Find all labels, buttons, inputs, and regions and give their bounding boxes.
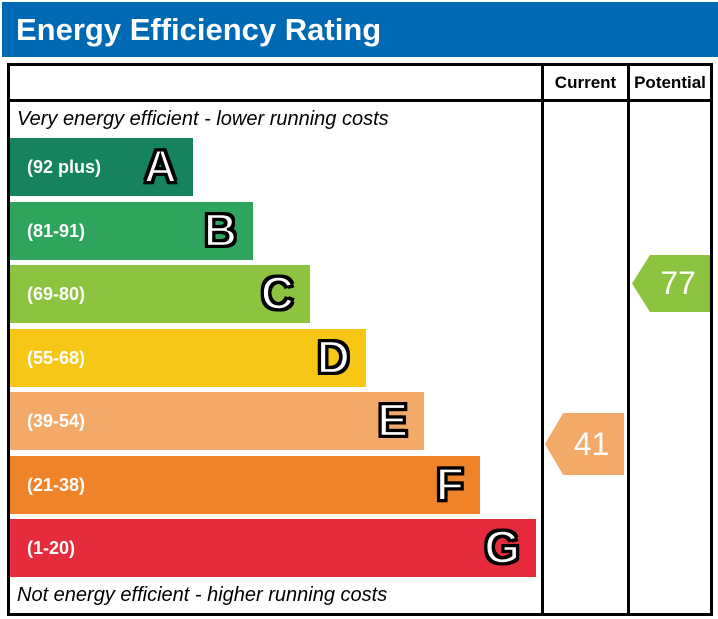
top-note: Very energy efficient - lower running co… <box>17 108 389 130</box>
band-f-letter: F <box>435 458 466 511</box>
current-column-divider <box>541 63 544 616</box>
band-a: (92 plus) A <box>10 138 193 196</box>
band-b: (81-91) B <box>10 202 253 260</box>
band-c-letter: C <box>260 267 296 320</box>
potential-column-divider <box>627 63 630 616</box>
band-d: (55-68) D <box>10 329 366 387</box>
band-g-letter: G <box>483 521 521 574</box>
header-row-divider <box>7 99 713 102</box>
band-g: (1-20) G <box>10 519 536 577</box>
bottom-note: Not energy efficient - higher running co… <box>17 584 388 606</box>
band-f-range-label: (21-38) <box>27 474 86 495</box>
band-c-range-label: (69-80) <box>27 283 86 304</box>
band-e-letter: E <box>376 394 409 447</box>
band-a-range-label: (92 plus) <box>27 156 102 177</box>
band-c: (69-80) C <box>10 265 310 323</box>
current-rating-value: 41 <box>573 425 610 462</box>
current-rating-arrow: 41 <box>545 413 624 475</box>
band-e-range-label: (39-54) <box>27 410 86 431</box>
band-f: (21-38) F <box>10 456 480 514</box>
band-d-letter: D <box>316 331 352 384</box>
band-b-letter: B <box>203 204 239 257</box>
potential-rating-arrow: 77 <box>632 255 710 312</box>
band-b-range-label: (81-91) <box>27 220 86 241</box>
column-header-potential: Potential <box>634 72 706 92</box>
band-a-letter: A <box>143 140 179 193</box>
page-title: Energy Efficiency Rating <box>16 11 382 47</box>
band-e: (39-54) E <box>10 392 424 450</box>
potential-rating-value: 77 <box>660 265 696 301</box>
title-bar: Energy Efficiency Rating <box>2 2 718 57</box>
band-g-range-label: (1-20) <box>27 537 76 558</box>
column-header-current: Current <box>554 72 617 92</box>
band-d-range-label: (55-68) <box>27 347 86 368</box>
